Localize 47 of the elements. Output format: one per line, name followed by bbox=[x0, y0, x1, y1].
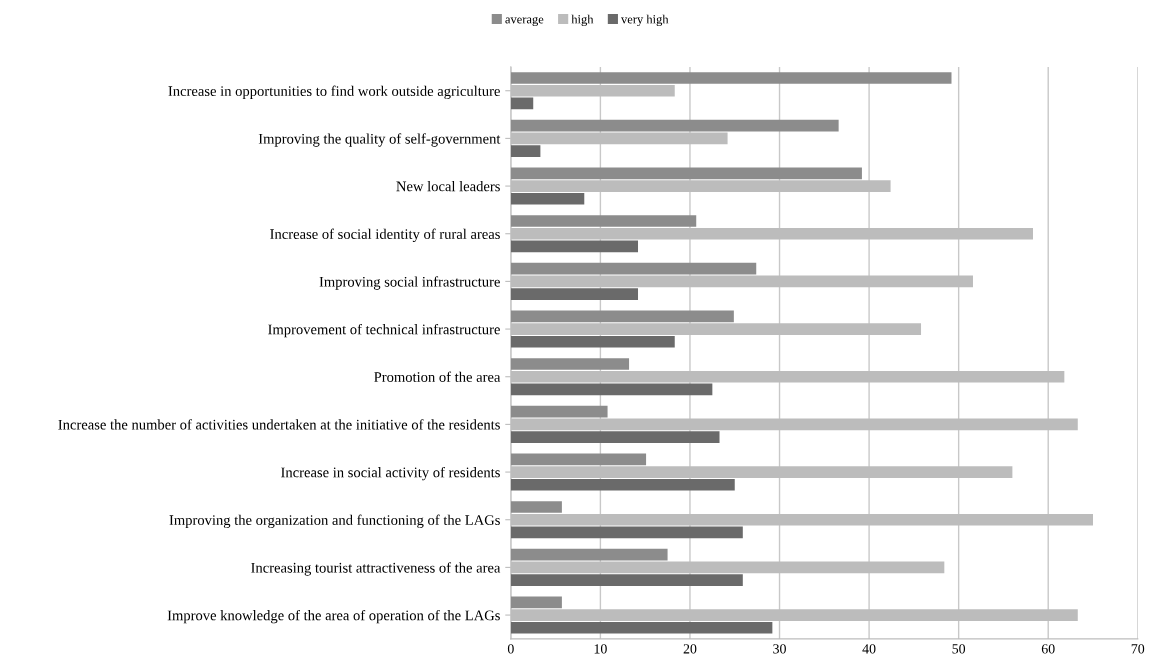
bar bbox=[510, 478, 735, 491]
y-tick-label: Increase of social identity of rural areas bbox=[270, 228, 500, 243]
bar bbox=[510, 240, 639, 253]
bar bbox=[510, 383, 713, 396]
x-tick-label: 70 bbox=[1131, 644, 1145, 654]
bar bbox=[510, 453, 647, 466]
x-tick-label: 50 bbox=[952, 644, 966, 654]
bar bbox=[510, 119, 839, 132]
bar bbox=[510, 405, 608, 418]
y-tick-label: Increase in social activity of residents bbox=[281, 466, 500, 481]
bar bbox=[510, 431, 720, 443]
bar bbox=[510, 288, 639, 300]
bar bbox=[510, 310, 734, 323]
y-tick-label: Improving social infrastructure bbox=[319, 276, 500, 290]
y-tick-label: Increasing tourist attractiveness of the area bbox=[251, 562, 501, 576]
bar bbox=[510, 526, 743, 539]
legend-label: average bbox=[505, 16, 544, 27]
y-tick-label: Increase the number of activities undertaken at the initiative of the residents bbox=[58, 419, 500, 430]
y-tick-label: Improving the organization and functioning of the LAGs bbox=[169, 514, 500, 529]
legend-label: high bbox=[571, 14, 594, 27]
bar bbox=[510, 262, 757, 275]
bar bbox=[510, 596, 562, 609]
bar bbox=[510, 72, 952, 84]
y-tick-label: Increase in opportunities to find work outside agriculture bbox=[168, 85, 500, 100]
y-tick-label: Promotion of the area bbox=[374, 371, 501, 382]
bar bbox=[510, 145, 541, 157]
y-tick-label: Improvement of technical infrastructure bbox=[268, 323, 500, 338]
x-tick-label: 40 bbox=[862, 644, 876, 654]
bar bbox=[510, 335, 675, 348]
bar bbox=[510, 501, 562, 513]
x-tick-label: 60 bbox=[1041, 644, 1055, 654]
bar bbox=[510, 621, 773, 634]
x-tick-label: 10 bbox=[594, 644, 607, 654]
bar bbox=[510, 215, 697, 227]
bar bbox=[510, 548, 668, 561]
y-tick-label: New local leaders bbox=[396, 181, 500, 192]
y-tick-label: Improve knowledge of the area of operation of the LAGs bbox=[167, 609, 500, 624]
x-tick-label: 20 bbox=[683, 644, 697, 654]
bar bbox=[510, 167, 862, 180]
bar bbox=[510, 358, 630, 370]
x-tick-label: 30 bbox=[773, 644, 786, 654]
bar bbox=[510, 192, 585, 205]
bar bbox=[510, 574, 743, 586]
y-tick-label: Improving the quality of self-government bbox=[258, 133, 501, 147]
bar bbox=[510, 97, 534, 110]
legend-label: very high bbox=[621, 14, 669, 27]
x-tick-label: 0 bbox=[507, 644, 514, 654]
